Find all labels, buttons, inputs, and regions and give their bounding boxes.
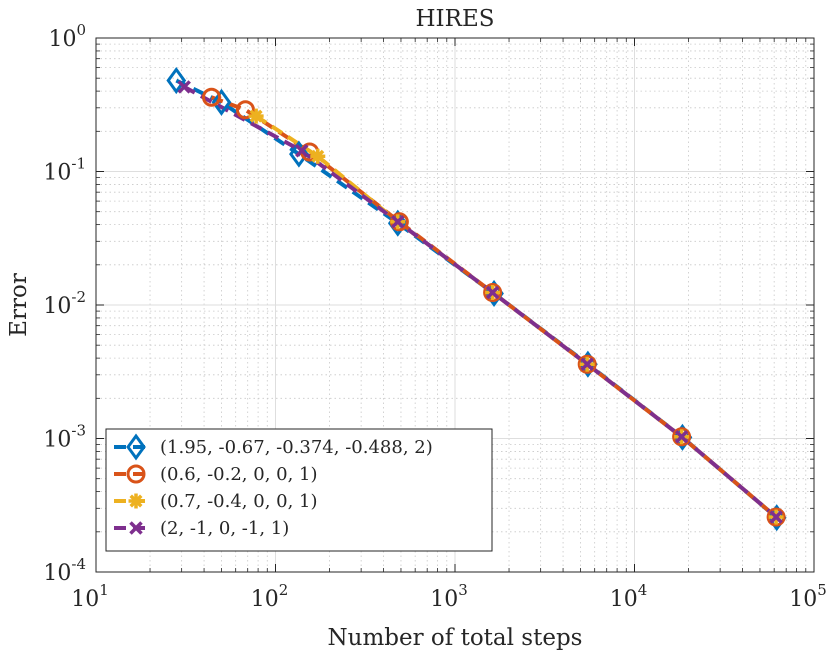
series-2-point bbox=[201, 87, 221, 107]
legend-marker bbox=[129, 521, 143, 535]
legend-entry: (1.95, -0.67, -0.374, -0.488, 2) bbox=[114, 433, 433, 461]
asterisk-marker-stroke bbox=[129, 494, 143, 508]
series-3-point bbox=[248, 108, 264, 124]
y-tick-base: 10 bbox=[48, 27, 76, 52]
y-tick-exponent: -2 bbox=[71, 288, 86, 306]
x-tick-label: 103 bbox=[430, 581, 468, 612]
series-2-point bbox=[672, 427, 692, 447]
x-marker-stroke bbox=[485, 285, 500, 300]
y-tick-exponent: -4 bbox=[71, 555, 86, 573]
y-tick-base: 10 bbox=[43, 561, 71, 586]
x-tick-base: 10 bbox=[71, 587, 99, 612]
x-tick-exponent: 3 bbox=[458, 581, 468, 599]
series-4-point bbox=[485, 285, 500, 300]
series-1-point bbox=[211, 88, 232, 116]
x-tick-base: 10 bbox=[789, 587, 817, 612]
axis-ticks bbox=[95, 37, 815, 573]
legend-label: (2, -1, 0, -1, 1) bbox=[160, 518, 289, 539]
x-marker-stroke bbox=[129, 521, 143, 535]
legend-entry: (2, -1, 0, -1, 1) bbox=[114, 518, 289, 539]
asterisk-marker-stroke bbox=[249, 109, 263, 123]
x-tick-base: 10 bbox=[610, 587, 638, 612]
legend-box bbox=[105, 428, 493, 552]
legend-entry: (0.6, -0.2, 0, 0, 1) bbox=[114, 464, 318, 485]
x-marker-stroke bbox=[294, 144, 309, 158]
x-tick-label: 104 bbox=[610, 581, 648, 612]
y-tick-label: 10-3 bbox=[43, 422, 86, 453]
legend-label: (0.6, -0.2, 0, 0, 1) bbox=[160, 464, 318, 485]
legend-marker bbox=[128, 493, 144, 509]
x-marker-stroke bbox=[177, 80, 191, 94]
x-tick-label: 102 bbox=[251, 581, 289, 612]
circle-marker-shape bbox=[766, 507, 786, 527]
x-tick-base: 10 bbox=[430, 587, 458, 612]
circle-marker-shape bbox=[235, 100, 255, 120]
x-marker-stroke bbox=[769, 510, 783, 524]
y-tick-base: 10 bbox=[43, 161, 71, 186]
y-tick-exponent: -3 bbox=[71, 422, 86, 440]
x-tick-exponent: 5 bbox=[817, 581, 827, 599]
series-4-point bbox=[391, 215, 405, 229]
asterisk-marker-stroke bbox=[311, 149, 325, 163]
x-marker-stroke bbox=[391, 215, 405, 229]
x-tick-base: 10 bbox=[251, 587, 279, 612]
y-tick-label: 10-4 bbox=[43, 555, 86, 586]
legend-marker bbox=[126, 464, 146, 484]
y-tick-base: 10 bbox=[43, 428, 71, 453]
x-marker-stroke bbox=[674, 430, 689, 444]
x-tick-exponent: 2 bbox=[279, 581, 289, 599]
x-tick-label: 105 bbox=[789, 581, 827, 612]
legend-marker bbox=[126, 433, 146, 461]
legend-label: (1.95, -0.67, -0.374, -0.488, 2) bbox=[160, 437, 433, 458]
y-tick-label: 10-2 bbox=[43, 288, 86, 319]
x-marker-stroke bbox=[580, 357, 594, 371]
series-4-point bbox=[769, 510, 783, 524]
series-1-point bbox=[166, 67, 187, 95]
diamond-marker-shape bbox=[211, 88, 232, 116]
legend: (1.95, -0.67, -0.374, -0.488, 2) (0.6, -0… bbox=[105, 428, 493, 552]
x-tick-exponent: 1 bbox=[99, 581, 109, 599]
x-tick-exponent: 4 bbox=[638, 581, 648, 599]
series-markers bbox=[166, 67, 787, 532]
y-tick-base: 10 bbox=[43, 294, 71, 319]
circle-marker-shape bbox=[483, 283, 503, 303]
circle-marker-shape bbox=[126, 464, 146, 484]
x-tick-labels: 101 102 103 104 105 bbox=[71, 581, 827, 612]
chart-title: HIRES bbox=[415, 6, 494, 32]
circle-marker-shape bbox=[201, 87, 221, 107]
y-tick-exponent: 0 bbox=[76, 21, 86, 39]
diamond-marker-shape bbox=[126, 433, 146, 461]
y-tick-exponent: -1 bbox=[71, 155, 86, 173]
legend-entry: (0.7, -0.4, 0, 0, 1) bbox=[114, 491, 318, 512]
series-4-point bbox=[294, 144, 309, 158]
y-axis-label: Error bbox=[6, 273, 32, 337]
y-tick-label: 100 bbox=[48, 21, 86, 52]
legend-label: (0.7, -0.4, 0, 0, 1) bbox=[160, 491, 318, 512]
diamond-marker-shape bbox=[166, 67, 187, 95]
series-2-point bbox=[483, 283, 503, 303]
y-tick-label: 10-1 bbox=[43, 155, 86, 186]
series-2-point bbox=[235, 100, 255, 120]
x-tick-label: 101 bbox=[71, 581, 109, 612]
x-axis-label: Number of total steps bbox=[328, 625, 583, 651]
series-4-point bbox=[580, 357, 594, 371]
series-2-point bbox=[766, 507, 786, 527]
circle-marker-shape bbox=[672, 427, 692, 447]
series-2-point bbox=[577, 354, 597, 374]
series-3-point bbox=[310, 148, 326, 164]
circle-marker-shape bbox=[577, 354, 597, 374]
series-4-point bbox=[177, 80, 191, 94]
series-4-point bbox=[674, 430, 689, 444]
